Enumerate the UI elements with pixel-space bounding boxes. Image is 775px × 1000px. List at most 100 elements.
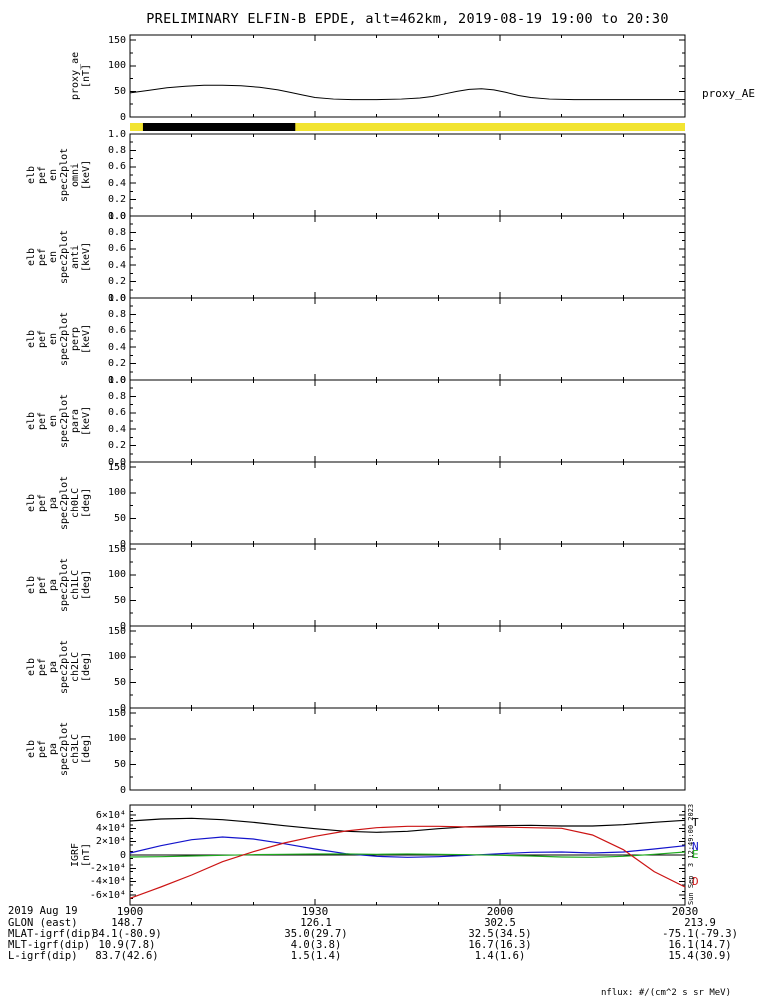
y-tick-label-en_omni: 0.0: [107, 210, 126, 222]
y-tick-label-en_anti: 0.4: [107, 259, 126, 271]
igrf-e-trace-label: E: [692, 848, 699, 861]
y-tick-label-igrf: -6×10⁴: [89, 889, 126, 901]
ylabel-word-en_perp: perp: [70, 326, 81, 352]
x-tick-label: 2000: [486, 905, 514, 918]
footnote: nflux: #/(cm^2 s sr MeV) Created: Sun Se…: [552, 968, 731, 1000]
ylabel-word-en_perp: en: [48, 332, 59, 346]
ylabel-word-en_omni: [keV]: [81, 159, 92, 191]
y-tick-label-en_perp: 0.2: [107, 358, 126, 370]
footer-value: 302.5: [484, 917, 516, 929]
ylabel-word-pa_ch0lc: pa: [48, 496, 59, 510]
ylabel-word-en_para: en: [48, 414, 59, 428]
ylabel-word-proxy_ae: [nT]: [81, 63, 92, 89]
y-tick-label-en_perp: 1.0: [107, 292, 126, 304]
y-tick-label-proxy_ae: 150: [107, 34, 126, 46]
y-tick-label-pa_ch3lc: 100: [107, 733, 126, 745]
ylabel-word-en_anti: [keV]: [81, 241, 92, 273]
igrf-trace-T: [129, 817, 686, 833]
y-tick-label-en_omni: 1.0: [107, 128, 126, 140]
footer-value: 35.0(29.7): [284, 928, 348, 940]
panel-frame-proxy_ae: [129, 34, 686, 118]
footer-row-label: L-igrf(dip): [8, 950, 78, 962]
y-tick-label-pa_ch2lc: 100: [107, 651, 126, 663]
ylabel-word-pa_ch0lc: ch0LC: [70, 487, 81, 519]
ylabel-word-en_perp: spec2plot: [59, 311, 70, 367]
ylabel-word-pa_ch0lc: elb: [26, 493, 37, 513]
ylabel-word-pa_ch1lc: spec2plot: [59, 557, 70, 613]
y-tick-label-en_omni: 0.2: [107, 194, 126, 206]
footer-value: -75.1(-79.3): [662, 928, 738, 940]
footer-row-label: MLT-igrf(dip): [8, 939, 91, 951]
panel-frame-pa_ch0lc: [129, 461, 686, 545]
y-tick-label-proxy_ae: 50: [113, 85, 126, 97]
ylabel-word-proxy_ae: proxy_ae: [70, 51, 81, 101]
ylabel-word-en_perp: pef: [37, 329, 48, 349]
y-tick-label-en_anti: 0.0: [107, 292, 126, 304]
y-tick-label-pa_ch0lc: 0: [119, 538, 126, 550]
panel-frame-pa_ch1lc: [129, 543, 686, 627]
y-tick-label-en_perp: 0.6: [107, 325, 126, 337]
ylabel-word-igrf: IGRF: [70, 842, 81, 868]
y-tick-label-en_para: 0.0: [107, 456, 126, 468]
ylabel-word-en_omni: omni: [70, 162, 81, 188]
y-tick-label-pa_ch1lc: 100: [107, 569, 126, 581]
y-tick-label-igrf: -2×10⁴: [89, 862, 126, 874]
ylabel-word-pa_ch0lc: pef: [37, 493, 48, 513]
flux-units-note: nflux: #/(cm^2 s sr MeV): [600, 988, 731, 998]
panel-frame-en_perp: [129, 297, 686, 381]
x-tick-label: 2030: [671, 905, 699, 918]
y-tick-label-en_para: 0.4: [107, 423, 126, 435]
ylabel-word-en_omni: pef: [37, 165, 48, 185]
ylabel-word-en_anti: elb: [26, 247, 37, 267]
y-tick-label-pa_ch2lc: 0: [119, 702, 126, 714]
footer-row-label: MLAT-igrf(dip): [8, 928, 97, 940]
y-tick-label-en_anti: 0.2: [107, 276, 126, 288]
ylabel-word-pa_ch0lc: [deg]: [81, 487, 92, 519]
y-tick-label-proxy_ae: 0: [119, 111, 126, 123]
y-tick-label-igrf: 4×10⁴: [95, 822, 126, 834]
ylabel-word-pa_ch1lc: pef: [37, 575, 48, 595]
panel-frame-en_anti: [129, 215, 686, 299]
y-tick-label-igrf: -4×10⁴: [89, 876, 126, 888]
y-tick-label-igrf: 2×10⁴: [95, 836, 126, 848]
ylabel-word-pa_ch3lc: ch3LC: [70, 733, 81, 765]
footer-value: 148.7: [111, 917, 143, 929]
igrf-trace-D: [129, 825, 686, 899]
y-tick-label-pa_ch2lc: 150: [107, 625, 126, 637]
ylabel-word-pa_ch0lc: spec2plot: [59, 475, 70, 531]
footer-value: 32.5(34.5): [468, 928, 532, 940]
panel-frame-pa_ch2lc: [129, 625, 686, 709]
y-tick-label-pa_ch3lc: 0: [119, 784, 126, 796]
ylabel-word-pa_ch1lc: ch1LC: [70, 569, 81, 601]
y-tick-label-en_anti: 0.6: [107, 243, 126, 255]
ylabel-word-pa_ch3lc: spec2plot: [59, 721, 70, 777]
ylabel-word-en_perp: elb: [26, 329, 37, 349]
footer-value: 213.9: [684, 917, 716, 929]
x-tick-label: 1930: [301, 905, 329, 918]
ylabel-word-pa_ch1lc: [deg]: [81, 569, 92, 601]
ylabel-word-pa_ch3lc: pef: [37, 739, 48, 759]
ylabel-word-en_anti: en: [48, 250, 59, 264]
ylabel-word-en_anti: spec2plot: [59, 229, 70, 285]
ylabel-word-pa_ch1lc: elb: [26, 575, 37, 595]
ylabel-word-en_para: para: [70, 408, 81, 434]
footer-value: 16.7(16.3): [468, 939, 532, 951]
y-tick-label-en_para: 0.8: [107, 390, 126, 402]
ylabel-word-en_para: pef: [37, 411, 48, 431]
ylabel-word-igrf: [nT]: [81, 842, 92, 868]
ylabel-word-en_perp: [keV]: [81, 323, 92, 355]
igrf-d-trace-label: D: [692, 875, 699, 888]
igrf-t-trace-label: T: [692, 816, 699, 829]
footer-value: 15.4(30.9): [668, 950, 732, 962]
ylabel-word-pa_ch2lc: pef: [37, 657, 48, 677]
ylabel-word-pa_ch2lc: [deg]: [81, 651, 92, 683]
status-bar-segment: [142, 123, 296, 131]
ylabel-word-pa_ch3lc: pa: [48, 742, 59, 756]
footer-row-label: GLON (east): [8, 917, 78, 929]
y-tick-label-en_para: 0.6: [107, 407, 126, 419]
x-tick-label: 1900: [116, 905, 144, 918]
panel-frame-en_omni: [129, 133, 686, 217]
y-tick-label-igrf: 6×10⁴: [95, 809, 126, 821]
